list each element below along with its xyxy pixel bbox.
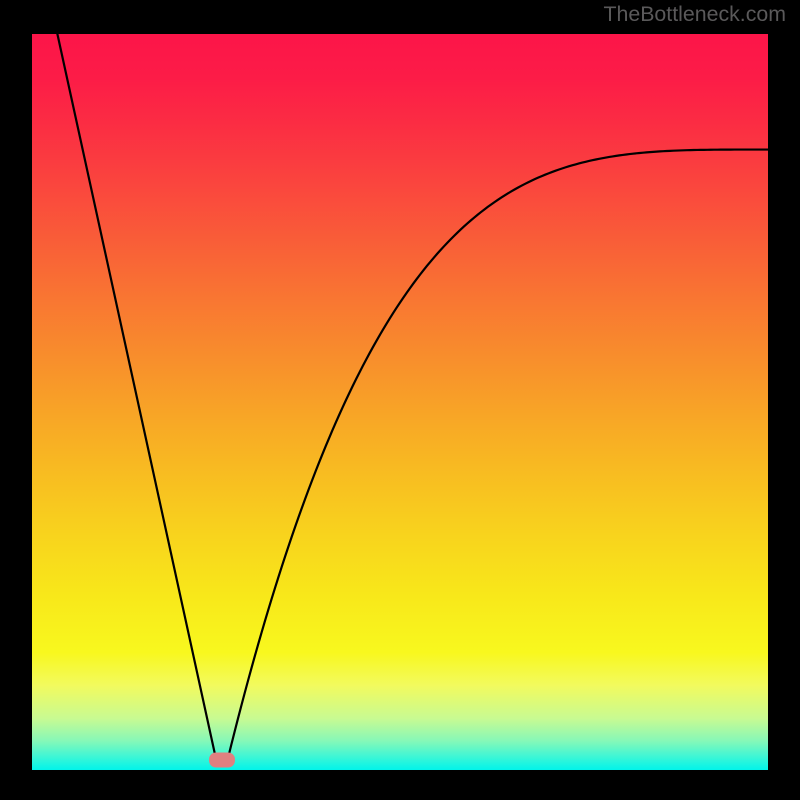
watermark-text: TheBottleneck.com — [603, 2, 786, 27]
bottleneck-marker — [209, 753, 235, 768]
plot-area — [32, 34, 768, 770]
bottleneck-curve — [32, 34, 768, 770]
curve-path — [57, 34, 768, 759]
chart-container: TheBottleneck.com — [0, 0, 800, 800]
